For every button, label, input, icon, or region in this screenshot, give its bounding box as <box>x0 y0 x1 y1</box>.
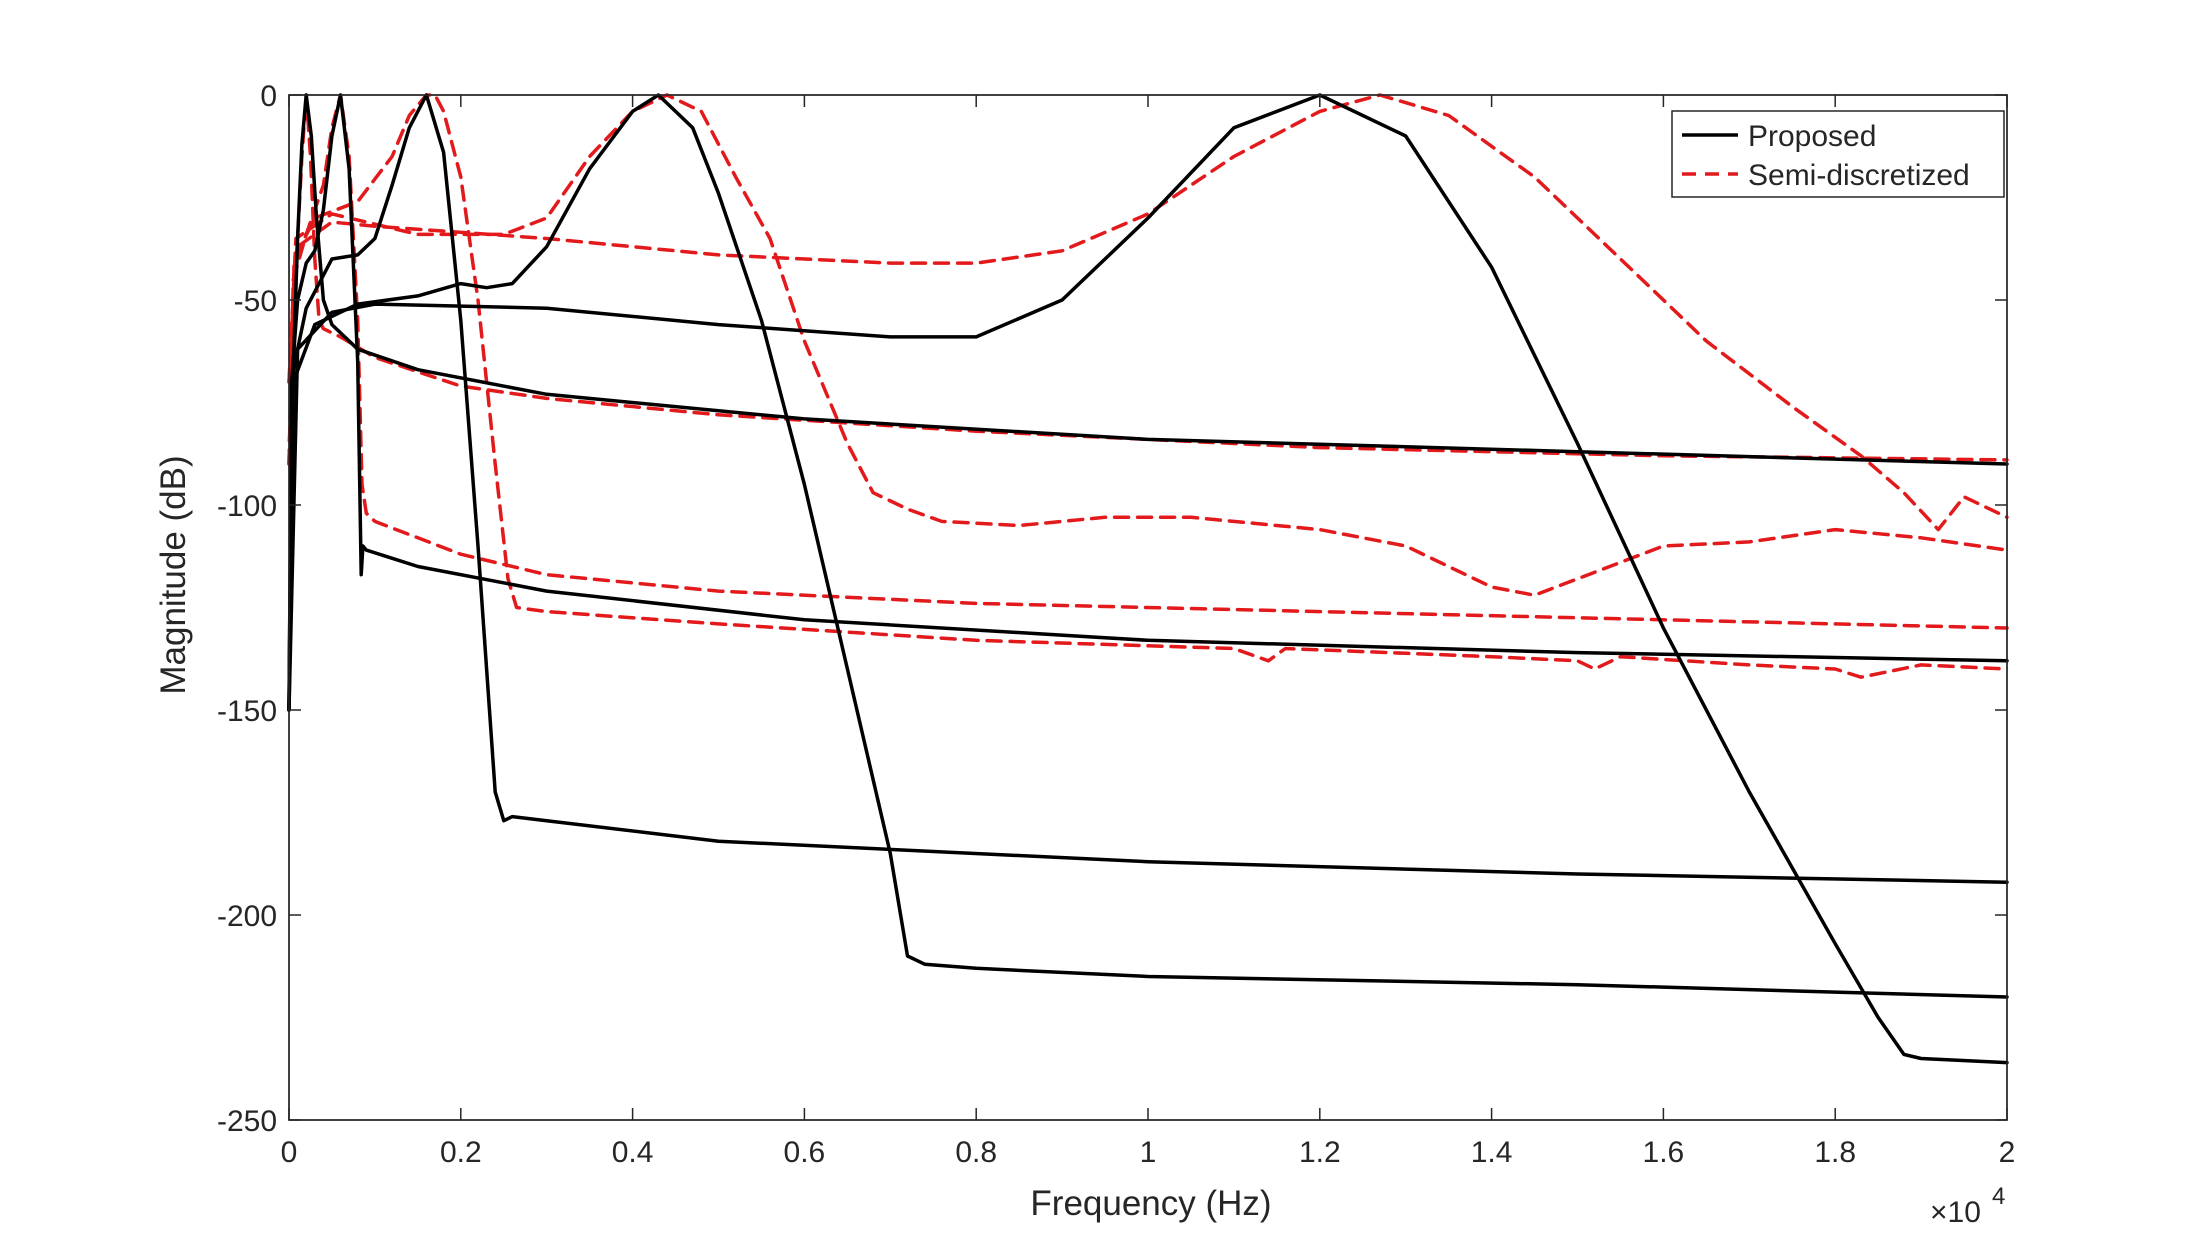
series-line-semi-discretized-1700hz <box>287 93 2009 679</box>
series-line-semi-discretized-4500hz <box>287 93 2009 597</box>
x-tick-label: 1.4 <box>1471 1136 1513 1169</box>
x-axis-title: Frequency (Hz) <box>1030 1184 1271 1223</box>
plot-area: 0 0.2 0.4 0.6 0.8 1 1.2 1.4 1.6 1.8 2 0 -50 -100 -150 -… <box>217 80 2015 1169</box>
y-tick-label: 0 <box>260 80 277 113</box>
axes-frame <box>288 94 2008 1121</box>
legend-label-proposed: Proposed <box>1748 120 1876 153</box>
x-tick-label: 0.6 <box>784 1136 826 1169</box>
x-tick-label: 1.8 <box>1814 1136 1856 1169</box>
y-tick-label: -150 <box>217 695 277 728</box>
x-tick-label: 1.6 <box>1643 1136 1685 1169</box>
series-line-semi-discretized-600hz <box>287 93 2009 630</box>
y-tick-label: -200 <box>217 900 277 933</box>
legend-box <box>1671 110 2005 198</box>
y-axis-title: Magnitude (dB) <box>154 455 193 694</box>
x-axis-multiplier: ×10 4 <box>1930 1183 2005 1229</box>
x-tick-label: 1 <box>1140 1136 1157 1169</box>
x-tick-label: 1.2 <box>1299 1136 1341 1169</box>
y-tick-label: -100 <box>217 490 277 523</box>
x-multiplier-base: ×10 <box>1930 1196 1981 1229</box>
series-line-proposed-4300hz <box>287 93 2009 999</box>
series-layer <box>287 93 2009 1065</box>
y-tick-label: -50 <box>234 285 277 318</box>
series-line-proposed-1600hz <box>287 93 2009 884</box>
series-line-proposed-200hz <box>287 93 2009 712</box>
x-tick-label: 0.2 <box>440 1136 482 1169</box>
series-line-proposed-600hz <box>287 93 2009 712</box>
series-line-semi-discretized-12700hz <box>287 93 2009 532</box>
x-tick-label: 0.4 <box>612 1136 654 1169</box>
legend: Proposed Semi-discretized <box>1671 110 2005 198</box>
series-line-proposed-12000hz <box>287 93 2009 1065</box>
x-tick-label: 2 <box>1999 1136 2016 1169</box>
x-tick-label: 0.8 <box>955 1136 997 1169</box>
x-multiplier-exponent: 4 <box>1992 1183 2005 1210</box>
x-tick-label: 0 <box>281 1136 298 1169</box>
tick-layer: 0 0.2 0.4 0.6 0.8 1 1.2 1.4 1.6 1.8 2 0 -50 -100 -150 -… <box>217 80 2015 1169</box>
y-tick-label: -250 <box>217 1105 277 1138</box>
legend-label-semi-discretized: Semi-discretized <box>1748 159 1970 192</box>
